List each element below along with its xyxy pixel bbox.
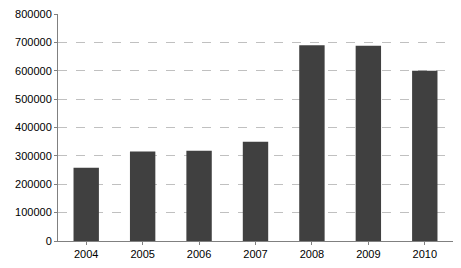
svg-text:500000: 500000 [15, 93, 52, 105]
svg-text:2009: 2009 [356, 248, 380, 260]
svg-text:2007: 2007 [243, 248, 267, 260]
svg-text:2005: 2005 [130, 248, 154, 260]
svg-text:0: 0 [46, 235, 52, 247]
svg-text:300000: 300000 [15, 150, 52, 162]
svg-text:600000: 600000 [15, 65, 52, 77]
svg-text:200000: 200000 [15, 178, 52, 190]
svg-text:700000: 700000 [15, 36, 52, 48]
svg-text:800000: 800000 [15, 8, 52, 20]
svg-text:400000: 400000 [15, 121, 52, 133]
svg-text:100000: 100000 [15, 206, 52, 218]
svg-text:2004: 2004 [74, 248, 98, 260]
svg-text:2006: 2006 [187, 248, 211, 260]
svg-text:2008: 2008 [300, 248, 324, 260]
svg-text:2010: 2010 [413, 248, 437, 260]
